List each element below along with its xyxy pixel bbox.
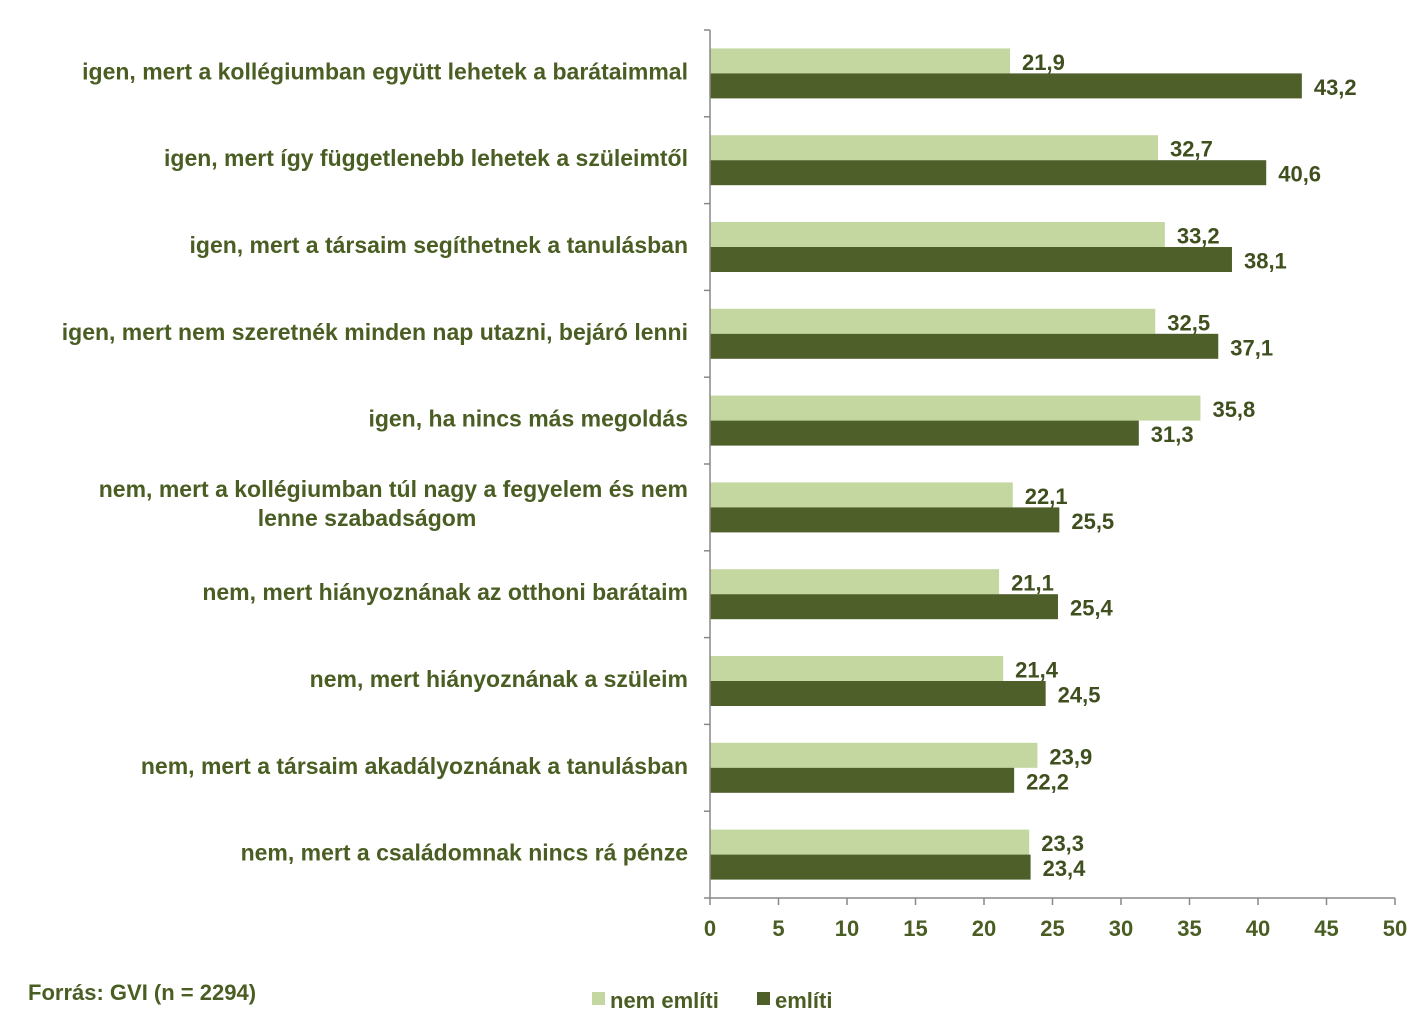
x-tick-label-15: 15 bbox=[903, 916, 927, 941]
value-label-nem-emliti-4: 35,8 bbox=[1212, 397, 1255, 422]
bar-nem-emliti-7 bbox=[710, 656, 1004, 681]
value-label-emliti-7: 24,5 bbox=[1058, 683, 1101, 708]
x-tick-label-45: 45 bbox=[1314, 916, 1338, 941]
bar-nem-emliti-5 bbox=[710, 482, 1013, 508]
bar-emliti-0 bbox=[710, 73, 1302, 99]
category-label-9: nem, mert a családomnak nincs rá pénze bbox=[241, 840, 688, 866]
category-label-7: nem, mert hiányoznának a szüleim bbox=[310, 666, 688, 692]
bar-emliti-8 bbox=[710, 767, 1015, 793]
value-label-emliti-4: 31,3 bbox=[1151, 422, 1194, 447]
bar-emliti-1 bbox=[710, 160, 1267, 186]
legend-swatch-emliti bbox=[757, 992, 770, 1005]
value-label-emliti-3: 37,1 bbox=[1230, 335, 1273, 360]
category-label-5: nem, mert a kollégiumban túl nagy a fegy… bbox=[99, 476, 688, 531]
bar-nem-emliti-9 bbox=[710, 829, 1030, 855]
bar-emliti-9 bbox=[710, 854, 1031, 880]
bar-emliti-2 bbox=[710, 247, 1232, 272]
x-tick-label-10: 10 bbox=[835, 916, 859, 941]
category-label-6: nem, mert hiányoznának az otthoni baráta… bbox=[202, 579, 688, 605]
axes-group: 0 5 10 15 20 25 30 35 40 45 50 bbox=[704, 29, 1407, 941]
value-label-emliti-9: 23,4 bbox=[1043, 856, 1087, 881]
bar-emliti-4 bbox=[710, 420, 1139, 446]
value-label-nem-emliti-3: 32,5 bbox=[1167, 310, 1210, 335]
x-tick-label-40: 40 bbox=[1246, 916, 1270, 941]
value-label-emliti-5: 25,5 bbox=[1071, 509, 1114, 534]
value-label-emliti-6: 25,4 bbox=[1070, 596, 1114, 621]
x-tick-label-20: 20 bbox=[972, 916, 996, 941]
value-label-nem-emliti-0: 21,9 bbox=[1022, 50, 1065, 75]
value-label-nem-emliti-2: 33,2 bbox=[1177, 224, 1220, 249]
bar-nem-emliti-2 bbox=[710, 222, 1165, 247]
value-label-emliti-2: 38,1 bbox=[1244, 249, 1287, 274]
category-label-0: igen, mert a kollégiumban együtt lehetek… bbox=[82, 58, 688, 84]
x-tick-label-5: 5 bbox=[772, 916, 784, 941]
bar-nem-emliti-6 bbox=[710, 569, 1000, 595]
bar-emliti-5 bbox=[710, 507, 1060, 533]
legend-label-nem-emliti: nem említi bbox=[610, 988, 719, 1013]
category-label-1: igen, mert így függetlenebb lehetek a sz… bbox=[164, 145, 688, 171]
x-tick-label-50: 50 bbox=[1383, 916, 1407, 941]
x-tick-label-25: 25 bbox=[1040, 916, 1064, 941]
x-tick-label-30: 30 bbox=[1109, 916, 1133, 941]
bar-nem-emliti-8 bbox=[710, 742, 1038, 768]
bar-emliti-6 bbox=[710, 594, 1058, 620]
bar-nem-emliti-4 bbox=[710, 395, 1201, 421]
category-label-3: igen, mert nem szeretnék minden nap utaz… bbox=[62, 319, 688, 345]
value-label-nem-emliti-1: 32,7 bbox=[1170, 137, 1213, 162]
value-label-nem-emliti-9: 23,3 bbox=[1041, 831, 1084, 856]
bar-nem-emliti-1 bbox=[710, 135, 1158, 161]
x-tick-label-35: 35 bbox=[1177, 916, 1201, 941]
bar-emliti-7 bbox=[710, 681, 1046, 706]
value-label-nem-emliti-8: 23,9 bbox=[1049, 744, 1092, 769]
bars-group bbox=[710, 48, 1302, 880]
legend-label-emliti: említi bbox=[775, 988, 832, 1013]
value-label-emliti-1: 40,6 bbox=[1278, 162, 1321, 187]
legend-swatch-nem-emliti bbox=[592, 992, 605, 1005]
value-label-nem-emliti-6: 21,1 bbox=[1011, 571, 1054, 596]
value-label-nem-emliti-5: 22,1 bbox=[1025, 484, 1068, 509]
x-tick-label-0: 0 bbox=[704, 916, 716, 941]
bar-emliti-3 bbox=[710, 333, 1219, 359]
bar-nem-emliti-0 bbox=[710, 48, 1011, 74]
category-label-8: nem, mert a társaim akadályoznának a tan… bbox=[141, 753, 688, 779]
source-note: Forrás: GVI (n = 2294) bbox=[28, 980, 256, 1005]
value-label-nem-emliti-7: 21,4 bbox=[1015, 658, 1059, 683]
bar-nem-emliti-3 bbox=[710, 308, 1156, 334]
value-label-emliti-8: 22,2 bbox=[1026, 769, 1069, 794]
category-label-2: igen, mert a társaim segíthetnek a tanul… bbox=[190, 232, 689, 258]
legend: nem említi említi bbox=[592, 988, 832, 1013]
labels-group: 21,9 43,2 igen, mert a kollégiumban együtt… bbox=[62, 50, 1357, 881]
category-label-4: igen, ha nincs más megoldás bbox=[368, 406, 688, 432]
value-label-emliti-0: 43,2 bbox=[1314, 75, 1357, 100]
